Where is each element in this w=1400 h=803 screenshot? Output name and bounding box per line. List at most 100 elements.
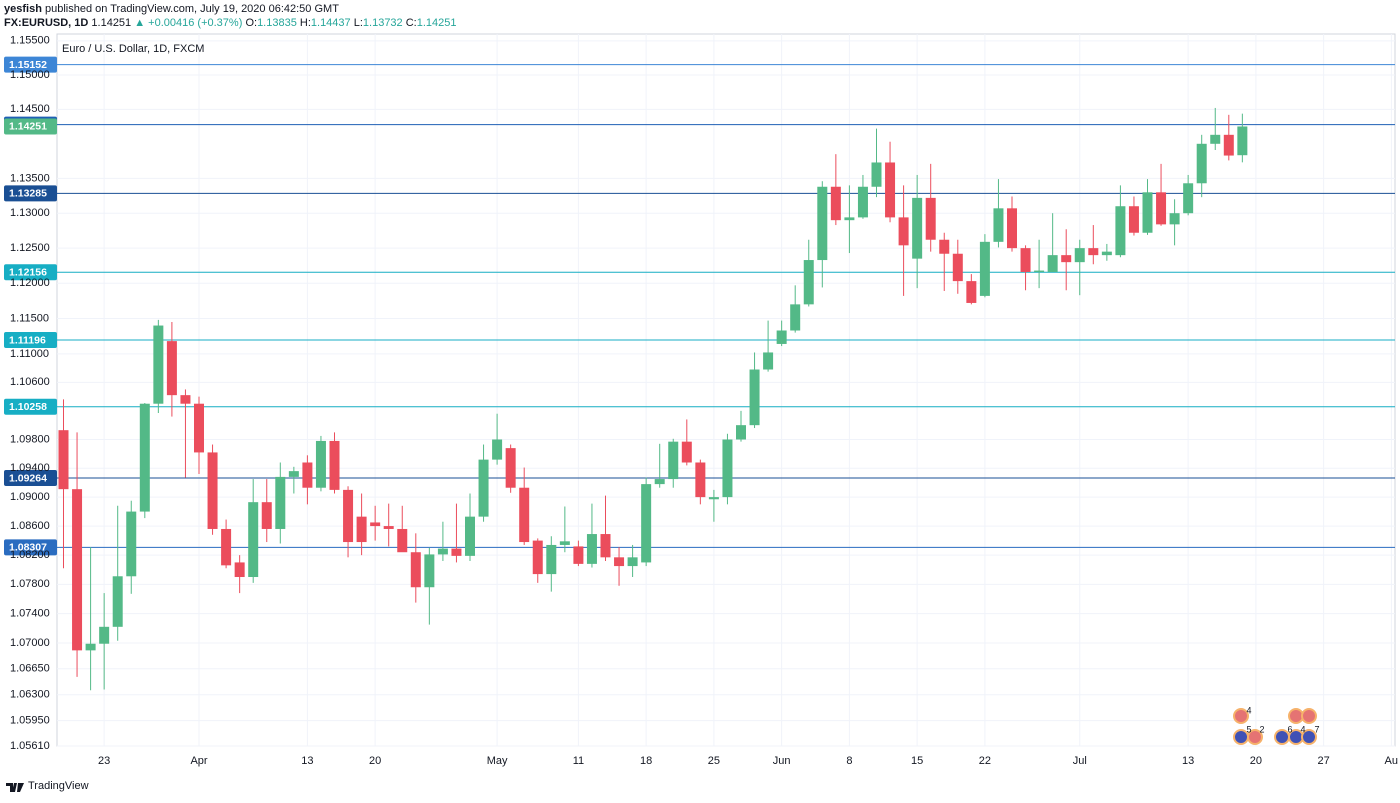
x-tick-label: 8: [846, 755, 852, 767]
x-tick-label: 13: [301, 755, 313, 767]
candle-body: [112, 576, 123, 627]
level-label: 1.11196: [9, 334, 46, 346]
level-badge: [4, 470, 57, 487]
candle-body: [424, 554, 435, 588]
x-tick-label: Apr: [190, 755, 207, 767]
candle-body: [1061, 255, 1072, 263]
o-label: O:: [245, 17, 258, 29]
candle-body: [871, 162, 882, 187]
candle-body: [397, 528, 408, 553]
candle-body: [275, 476, 286, 529]
x-tick-label: 25: [708, 755, 720, 767]
candle-body: [1237, 126, 1248, 156]
candle-body: [830, 186, 841, 221]
candle-body: [939, 239, 950, 254]
candle-body: [207, 452, 218, 529]
candle-body: [126, 511, 137, 577]
levels: 1.151521.142781.132851.121561.111961.102…: [4, 56, 1395, 556]
candle-body: [1020, 248, 1031, 272]
l-label: L:: [353, 17, 363, 29]
y-tick-label: 1.05950: [10, 715, 50, 727]
candle-body: [1196, 143, 1207, 184]
candle-body: [559, 541, 570, 545]
candle-body: [1169, 213, 1180, 225]
y-tick-label: 1.12500: [10, 242, 50, 254]
candle-body: [627, 557, 638, 567]
candle-body: [1115, 206, 1126, 256]
candle-body: [736, 425, 746, 440]
y-tick-label: 1.11500: [10, 312, 49, 324]
candle-body: [1156, 192, 1167, 225]
candle-body: [1047, 255, 1058, 272]
candle-body: [532, 540, 543, 575]
level-label: 1.12156: [9, 267, 47, 279]
h-value: 1.14437: [310, 17, 351, 29]
candle-body: [519, 487, 530, 543]
l-value: 1.13732: [362, 17, 403, 29]
candle-body: [641, 484, 652, 563]
symbol-line: FX:EURUSD, 1D 1.14251 ▲ +0.00416 (+0.37%…: [4, 17, 457, 29]
candle-body: [749, 369, 760, 426]
candle-body: [546, 544, 557, 575]
x-tick-label: 20: [1250, 755, 1262, 767]
candle-body: [99, 626, 110, 644]
y-tick-label: 1.12000: [10, 277, 50, 289]
candle-body: [885, 162, 896, 218]
candle-body: [1142, 192, 1153, 233]
candle-body: [356, 516, 367, 543]
candle-body: [1034, 270, 1045, 272]
event-icon: [1233, 708, 1249, 724]
x-tick-label: May: [487, 755, 508, 767]
candle-body: [58, 430, 69, 490]
candle-body: [1088, 248, 1099, 256]
y-tick-label: 1.15500: [10, 35, 50, 47]
logo: [6, 783, 24, 792]
candle-body: [166, 341, 177, 396]
axes: 1.15500 1.15000 1.14500 1.13500 1.13000 1.125…: [10, 35, 1398, 767]
o-value: 1.13835: [257, 17, 297, 29]
event-count: 6: [1287, 724, 1292, 734]
y-tick-label: 1.07400: [10, 608, 50, 620]
candle-body: [383, 526, 394, 529]
candle-body: [614, 557, 625, 567]
candle-body: [803, 260, 814, 305]
symbol: FX:EURUSD, 1D: [4, 17, 89, 29]
candle-body: [722, 439, 733, 498]
event-count: 4: [1300, 724, 1305, 734]
c-label: C:: [405, 17, 417, 29]
x-tick-label: Jun: [773, 755, 791, 767]
last-price: 1.14251: [91, 17, 132, 29]
candle-body: [1007, 208, 1017, 249]
x-tick-label: 20: [369, 755, 381, 767]
candle-body: [72, 489, 83, 651]
candle-body: [288, 471, 299, 477]
candle-body: [695, 462, 706, 498]
candle-body: [681, 441, 692, 463]
candle-body: [763, 352, 774, 370]
candle-body: [600, 534, 611, 558]
chart-title: Euro / U.S. Dollar, 1D, FXCM: [62, 43, 204, 55]
candle-body: [1128, 206, 1139, 233]
event-icon: [1301, 708, 1317, 724]
event-icon: [1301, 729, 1317, 745]
candle-body: [302, 462, 313, 488]
level-label: 1.13285: [9, 188, 47, 200]
x-tick-label: 22: [979, 755, 991, 767]
candle-body: [708, 497, 719, 500]
candle-body: [1223, 134, 1234, 156]
candle-body: [221, 528, 232, 566]
last-price-badge: [4, 118, 57, 135]
candle-body: [1210, 134, 1221, 144]
level-badge: [4, 185, 57, 202]
candle-body: [410, 552, 421, 588]
y-tick-label: 1.10600: [10, 376, 50, 388]
x-tick-label: 23: [98, 755, 110, 767]
y-tick-label: 1.08200: [10, 549, 50, 561]
candle-body: [966, 281, 977, 303]
level-badge: [4, 331, 57, 348]
candle-body: [925, 197, 936, 240]
candle-body: [451, 548, 462, 556]
c-value: 1.14251: [416, 17, 457, 29]
